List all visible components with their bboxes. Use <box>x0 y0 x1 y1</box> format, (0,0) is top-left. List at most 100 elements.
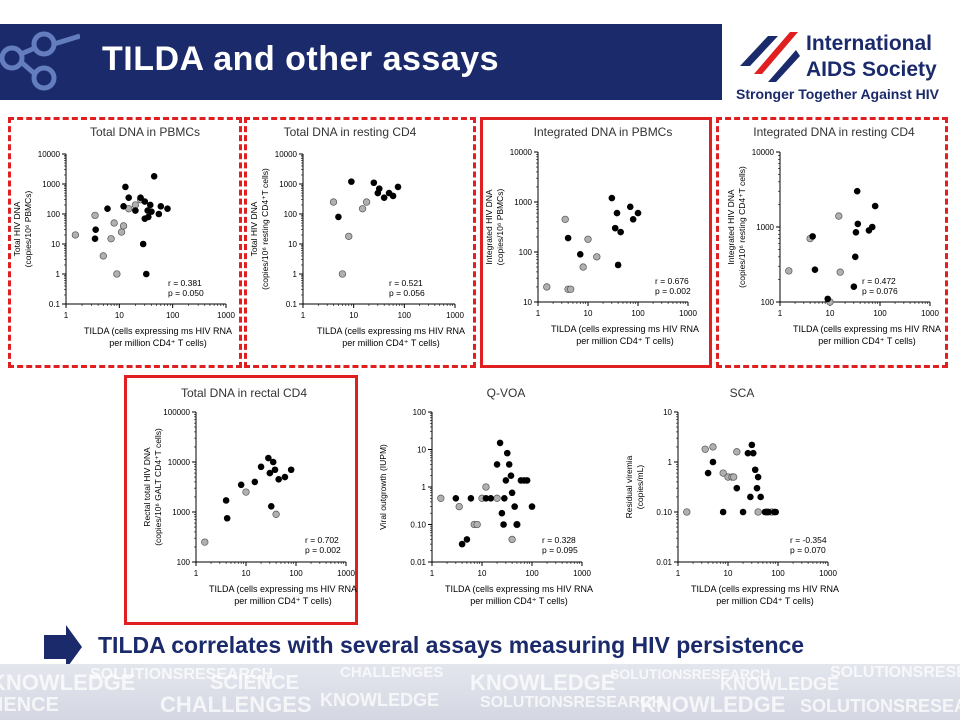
data-point-black-p1 <box>145 213 152 221</box>
data-point-grey-p6 <box>508 535 516 544</box>
data-point-black-p5 <box>271 466 279 474</box>
logo-line1: International <box>806 32 933 55</box>
data-point-black-p3 <box>576 250 584 258</box>
data-point-grey-p3 <box>543 283 551 291</box>
x-label-line2-p1: per million CD4⁺ T cells) <box>109 338 206 348</box>
data-point-black-p6 <box>511 503 518 510</box>
x-label-line2-p3: per million CD4⁺ T cells) <box>576 336 673 346</box>
data-point-black-p5 <box>222 497 230 504</box>
y-tick-label-p3: 100 <box>519 248 533 257</box>
data-point-black-p6 <box>507 472 515 480</box>
data-point-black-p5 <box>223 514 231 522</box>
stat-r-p1: r = 0.381 <box>168 278 202 288</box>
stat-p-p2: p = 0.056 <box>389 288 425 298</box>
data-point-black-p5 <box>266 469 274 477</box>
data-point-black-p5 <box>275 476 282 483</box>
data-point-grey-p2 <box>358 205 367 213</box>
data-point-black-p6 <box>467 494 475 502</box>
data-point-grey-p3 <box>567 285 575 293</box>
x-tick-label-p2: 1000 <box>446 311 464 320</box>
y-tick-label-p1: 1000 <box>42 180 60 189</box>
y-tick-label-p6: 10 <box>417 446 426 455</box>
x-tick-label-p6: 10 <box>478 569 487 578</box>
x-tick-label-p6: 1 <box>430 569 435 578</box>
data-point-black-p4 <box>853 187 861 195</box>
x-tick-label-p3: 10 <box>584 309 593 318</box>
data-point-black-p1 <box>150 173 158 180</box>
data-point-black-p2 <box>348 178 355 185</box>
stat-r-p5: r = 0.702 <box>305 535 339 545</box>
frame-p3 <box>480 117 712 368</box>
data-point-grey-p7 <box>709 443 717 451</box>
watermark-word: KNOWLEDGE <box>0 670 136 695</box>
watermark-word: KNOWLEDGE <box>320 690 439 710</box>
data-point-black-p5 <box>257 463 265 471</box>
data-point-grey-p7 <box>733 448 741 456</box>
data-point-grey-p3 <box>593 253 601 261</box>
data-point-grey-p5 <box>242 488 250 496</box>
x-tick-label-p5: 10 <box>242 569 251 578</box>
x-tick-label-p5: 1000 <box>337 569 355 578</box>
y-tick-label-p3: 10000 <box>510 148 533 157</box>
data-point-black-p1 <box>104 205 111 213</box>
data-point-black-p7 <box>719 508 727 516</box>
y-tick-label-p3: 1000 <box>514 198 532 207</box>
data-point-black-p5 <box>269 458 277 466</box>
data-point-black-p6 <box>482 494 490 502</box>
x-label-line2-p4: per million CD4⁺ T cells) <box>818 336 915 346</box>
y-tick-label-p7: 1 <box>668 458 673 467</box>
x-tick-label-p1: 100 <box>166 311 180 320</box>
x-tick-label-p2: 100 <box>398 311 412 320</box>
data-point-grey-p7 <box>730 473 738 481</box>
data-point-black-p6 <box>463 536 471 543</box>
stat-r-p2: r = 0.521 <box>389 278 423 288</box>
y-tick-label-p1: 0.1 <box>49 300 61 309</box>
data-point-grey-p3 <box>561 215 569 223</box>
data-point-black-p3 <box>614 261 622 269</box>
data-point-black-p6 <box>508 489 516 497</box>
data-point-black-p6 <box>500 521 507 528</box>
y-tick-label-p5: 1000 <box>172 508 190 517</box>
data-point-black-p6 <box>502 477 510 484</box>
x-tick-label-p4: 100 <box>873 309 887 318</box>
x-tick-label-p4: 1000 <box>921 309 939 318</box>
data-point-black-p5 <box>267 503 275 510</box>
data-point-black-p7 <box>739 508 747 516</box>
data-point-black-p3 <box>608 194 616 202</box>
watermark-word: SOLUTIONSRESEARCH <box>480 694 664 711</box>
x-tick-label-p5: 100 <box>289 569 303 578</box>
data-point-black-p7 <box>757 493 764 501</box>
data-point-black-p1 <box>137 194 144 201</box>
data-point-grey-p7 <box>719 469 727 477</box>
y-tick-label-p1: 1 <box>56 270 61 279</box>
data-point-black-p2 <box>389 192 397 200</box>
data-point-black-p7 <box>751 466 759 474</box>
y-label-p7: (copies/mL) <box>635 465 645 510</box>
data-point-grey-p7 <box>683 508 691 516</box>
arrow-icon <box>44 625 82 669</box>
data-point-black-p1 <box>141 198 149 205</box>
data-point-black-p3 <box>564 234 572 242</box>
y-tick-label-p4: 1000 <box>756 223 774 232</box>
data-point-black-p3 <box>617 228 624 236</box>
y-label-p2: Total HIV DNA <box>249 201 259 256</box>
data-point-black-p6 <box>493 461 501 468</box>
y-tick-label-p6: 100 <box>413 408 427 417</box>
watermark-word: SOLUTIONSRESEARCH <box>830 664 960 681</box>
data-point-black-p5 <box>281 473 289 481</box>
data-point-black-p5 <box>265 454 272 462</box>
x-label-line2-p6: per million CD4⁺ T cells) <box>470 596 567 606</box>
data-point-grey-p2 <box>362 198 371 206</box>
y-label-p6: Viral outgrowth (IUPM) <box>378 444 388 530</box>
data-point-black-p1 <box>164 205 171 213</box>
y-label-p1: Total HIV DNA <box>12 201 22 256</box>
data-point-black-p7 <box>709 458 717 466</box>
x-tick-label-p1: 10 <box>115 311 124 320</box>
data-point-black-p1 <box>148 208 155 215</box>
x-tick-label-p3: 1 <box>536 309 541 318</box>
data-point-grey-p1 <box>71 231 80 239</box>
x-tick-label-p3: 100 <box>631 309 645 318</box>
stat-p-p6: p = 0.095 <box>542 545 578 555</box>
x-tick-label-p6: 1000 <box>573 569 591 578</box>
